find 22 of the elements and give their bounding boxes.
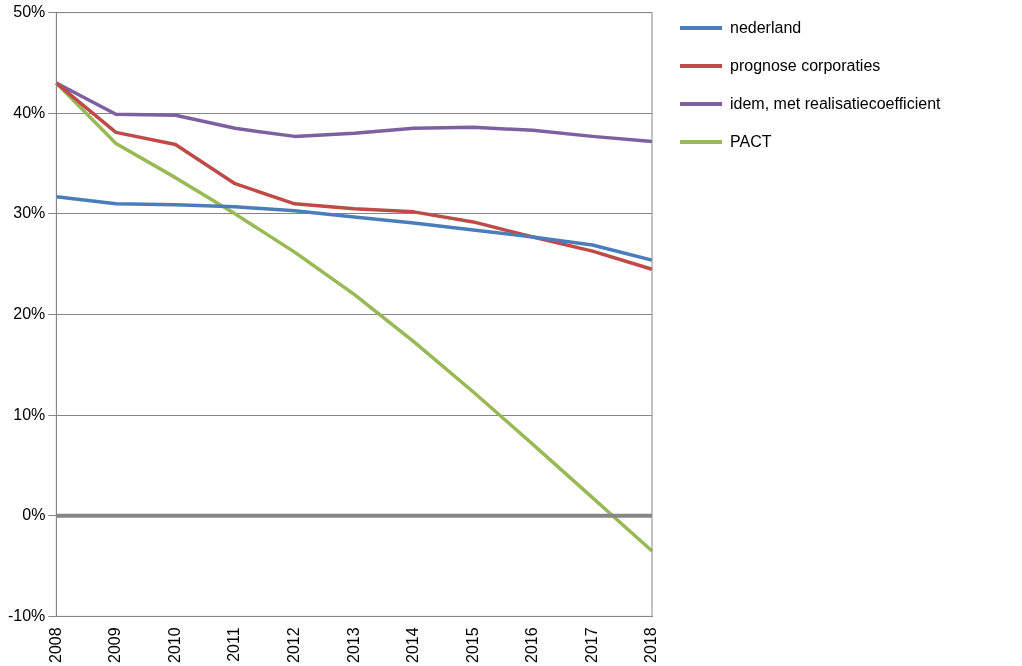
legend-label: prognose corporaties (730, 57, 881, 75)
x-tick-label: 2011 (225, 627, 243, 662)
legend-label: idem, met realisatiecoefficient (730, 95, 941, 113)
x-tick-label: 2016 (523, 627, 541, 663)
y-tick-label: 20% (13, 304, 46, 322)
y-tick-label: 50% (13, 3, 46, 21)
y-tick-label: 40% (13, 103, 46, 121)
y-tick-label: 0% (22, 506, 46, 524)
x-tick-label: 2017 (582, 627, 600, 663)
x-tick-label: 2013 (344, 627, 362, 663)
legend-label: PACT (730, 133, 772, 151)
x-tick-label: 2014 (404, 627, 422, 663)
y-tick-label: -10% (7, 606, 46, 624)
legend-label: nederland (730, 19, 802, 37)
y-tick-label: 10% (13, 405, 46, 423)
x-tick-label: 2009 (106, 627, 124, 663)
x-tick-label: 2008 (46, 627, 64, 663)
x-tick-label: 2018 (642, 627, 660, 663)
x-tick-label: 2015 (463, 627, 481, 663)
y-tick-label: 30% (13, 204, 46, 222)
x-tick-label: 2012 (285, 627, 303, 663)
x-tick-label: 2010 (165, 627, 183, 663)
